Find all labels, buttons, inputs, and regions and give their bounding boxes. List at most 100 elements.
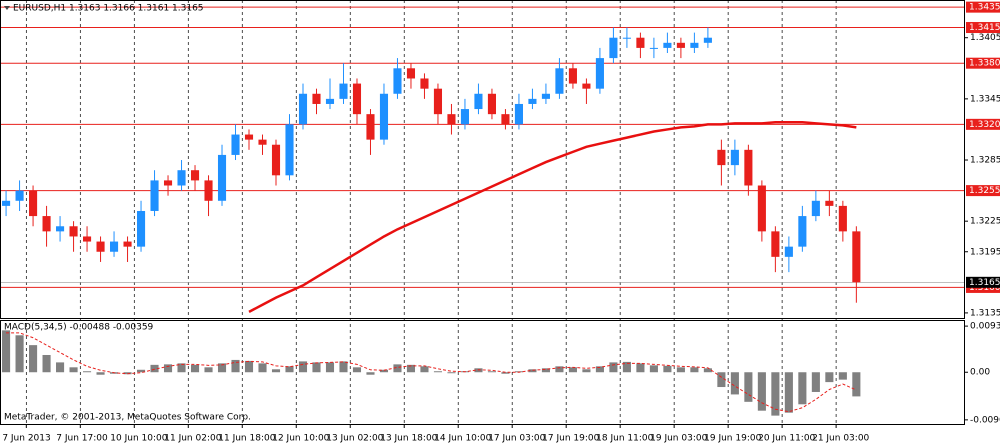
macd-y-tick-label: 0.00936 xyxy=(970,322,1000,332)
candle-body xyxy=(298,93,308,125)
level-label: 1.3320 xyxy=(969,120,1000,130)
candle-body xyxy=(528,98,537,104)
macd-bar xyxy=(730,372,739,395)
candle-body xyxy=(285,124,294,176)
candle-body xyxy=(312,93,321,104)
candle-body xyxy=(271,144,281,176)
candle-body xyxy=(582,83,591,89)
macd-bar xyxy=(757,372,766,411)
macd-bar xyxy=(609,362,618,373)
candle-body xyxy=(258,139,267,145)
macd-bar xyxy=(555,366,564,373)
candle-body xyxy=(69,226,78,237)
macd-bar xyxy=(190,364,200,373)
candle-body xyxy=(555,68,564,94)
macd-bar xyxy=(231,359,240,373)
macd-bar xyxy=(393,364,402,373)
candle-body xyxy=(2,200,11,206)
macd-bar xyxy=(487,371,496,373)
candle-body xyxy=(217,154,227,201)
x-tick-label: 14 Jun 10:00 xyxy=(434,434,491,444)
macd-bar xyxy=(136,369,146,373)
macd-bar xyxy=(622,361,631,373)
x-tick-label: 7 Jun 2013 xyxy=(2,434,50,444)
macd-bar xyxy=(217,363,227,373)
macd-bar xyxy=(42,354,51,373)
macd-bar xyxy=(420,366,429,373)
macd-bar xyxy=(69,367,78,373)
candle-body xyxy=(447,114,456,125)
candle-body xyxy=(460,109,470,125)
x-tick-label: 12 Jun 10:00 xyxy=(272,434,329,444)
macd-bar xyxy=(298,361,308,373)
macd-bar xyxy=(784,372,793,413)
macd-bar xyxy=(244,360,254,373)
candle-body xyxy=(541,93,550,99)
candle-body xyxy=(190,170,200,181)
macd-bar xyxy=(15,335,24,373)
candle-body xyxy=(163,180,173,186)
candle-body xyxy=(325,98,335,104)
macd-bar xyxy=(447,372,456,374)
x-tick-label: 7 Jun 17:00 xyxy=(56,434,108,444)
candle-body xyxy=(825,200,834,206)
level-label: 1.3380 xyxy=(969,59,1000,69)
macd-bar xyxy=(838,372,847,380)
candle-body xyxy=(487,93,496,115)
macd-title: MACD(5,34,5) -0.00488 -0.00359 xyxy=(4,323,154,333)
y-tick-label: 1.3345 xyxy=(970,94,1000,104)
candle-body xyxy=(501,114,510,125)
candle-body xyxy=(568,68,577,84)
x-tick-label: 11 Jun 18:00 xyxy=(218,434,275,444)
macd-bar xyxy=(150,364,159,373)
macd-bar xyxy=(96,372,105,375)
candle-body xyxy=(406,68,416,79)
level-label: 1.3415 xyxy=(969,23,1000,33)
macd-bar xyxy=(258,363,267,373)
candle-body xyxy=(420,78,429,89)
candle-body xyxy=(717,149,726,166)
level-label: 1.3255 xyxy=(969,186,1000,196)
level-label: 1.3435 xyxy=(969,3,1000,13)
macd-bar xyxy=(636,363,645,373)
macd-y-tick-label: -0.00966 xyxy=(970,415,1000,425)
y-tick-label: 1.3225 xyxy=(970,217,1000,227)
x-tick-label: 19 Jun 03:00 xyxy=(650,434,707,444)
candle-body xyxy=(595,58,604,89)
macd-bar xyxy=(676,367,685,373)
x-tick-label: 19 Jun 19:00 xyxy=(704,434,761,444)
candle-body xyxy=(204,180,213,201)
macd-bar xyxy=(798,372,807,405)
macd-bar xyxy=(325,362,335,373)
price-label-box xyxy=(966,276,1000,288)
candle-body xyxy=(730,149,739,166)
macd-bar xyxy=(29,345,38,373)
candle-body xyxy=(811,200,820,217)
macd-bar xyxy=(771,372,780,416)
x-tick-label: 13 Jun 18:00 xyxy=(380,434,437,444)
candle-body xyxy=(474,93,483,110)
level-label-box xyxy=(966,1,1000,13)
macd-bar xyxy=(177,363,186,373)
moving-average-line xyxy=(248,121,857,313)
macd-bar xyxy=(271,369,281,373)
macd-bar xyxy=(379,369,389,373)
candle-body xyxy=(150,180,159,211)
candle-body xyxy=(42,216,51,232)
macd-bar xyxy=(2,330,11,373)
candle-body xyxy=(96,241,105,252)
candle-body xyxy=(609,37,618,59)
candle-body xyxy=(231,134,240,155)
candle-body xyxy=(123,241,132,247)
macd-bar xyxy=(663,365,672,373)
level-label-box xyxy=(966,22,1000,34)
candle-body xyxy=(703,37,712,43)
x-tick-label: 20 Jun 11:00 xyxy=(758,434,815,444)
candle-body xyxy=(29,190,38,217)
macd-bar xyxy=(595,366,604,373)
level-label: 1.3160 xyxy=(969,283,1000,293)
y-tick-label: 1.3195 xyxy=(970,247,1000,257)
main-frame xyxy=(0,0,965,319)
